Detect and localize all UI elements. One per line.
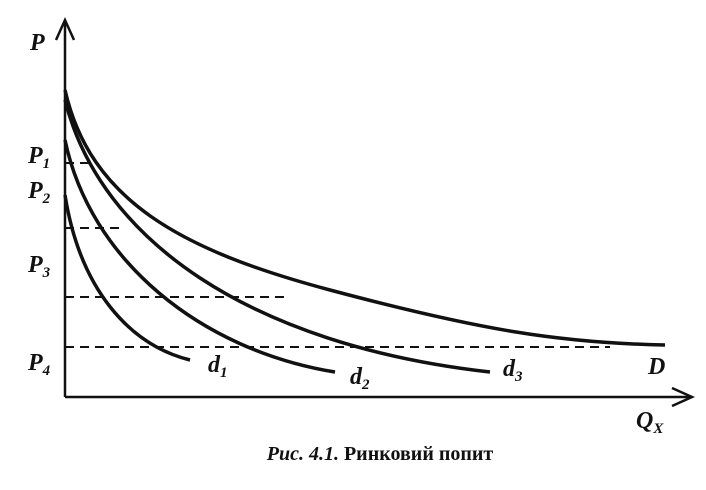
x-arrow xyxy=(671,386,696,408)
curve-label-main: D xyxy=(647,354,665,380)
x-label-main: Q xyxy=(636,408,653,434)
x-label-sub: X xyxy=(652,421,664,437)
price-label-main: P xyxy=(27,143,43,169)
price-label: P4 xyxy=(27,350,51,379)
price-label-main: P xyxy=(27,178,43,204)
curve-label: d2 xyxy=(350,364,370,393)
curve-label-sub: 3 xyxy=(514,369,523,385)
curve-label-sub: 2 xyxy=(361,377,370,393)
caption-number: Рис. 4.1. xyxy=(266,443,339,465)
caption-title: Ринковий попит xyxy=(344,443,493,465)
curve-label: D xyxy=(647,354,665,380)
x-axis-label: QX xyxy=(636,408,664,437)
price-label: P3 xyxy=(27,252,51,281)
price-label-sub: 1 xyxy=(43,156,51,172)
curve-d1 xyxy=(63,194,191,362)
y-axis-label: P xyxy=(29,30,45,56)
price-label: P2 xyxy=(27,178,51,207)
y-arrow xyxy=(54,16,76,41)
curve-D xyxy=(63,89,666,347)
price-label: P1 xyxy=(27,143,50,172)
price-label-main: P xyxy=(27,252,43,278)
curve-label-main: d xyxy=(208,352,221,378)
price-label-sub: 3 xyxy=(42,265,51,281)
price-label-sub: 4 xyxy=(42,363,51,379)
curve-label-sub: 1 xyxy=(220,365,228,381)
curve-label: d3 xyxy=(503,356,523,385)
caption: Рис. 4.1. Ринковий попит xyxy=(266,443,494,465)
curve-label: d1 xyxy=(208,352,228,381)
curve-d2 xyxy=(63,139,336,374)
price-label-main: P xyxy=(27,350,43,376)
price-label-sub: 2 xyxy=(42,191,51,207)
curve-label-main: d xyxy=(503,356,516,382)
curve-d3 xyxy=(63,99,491,374)
curve-label-main: d xyxy=(350,364,363,390)
